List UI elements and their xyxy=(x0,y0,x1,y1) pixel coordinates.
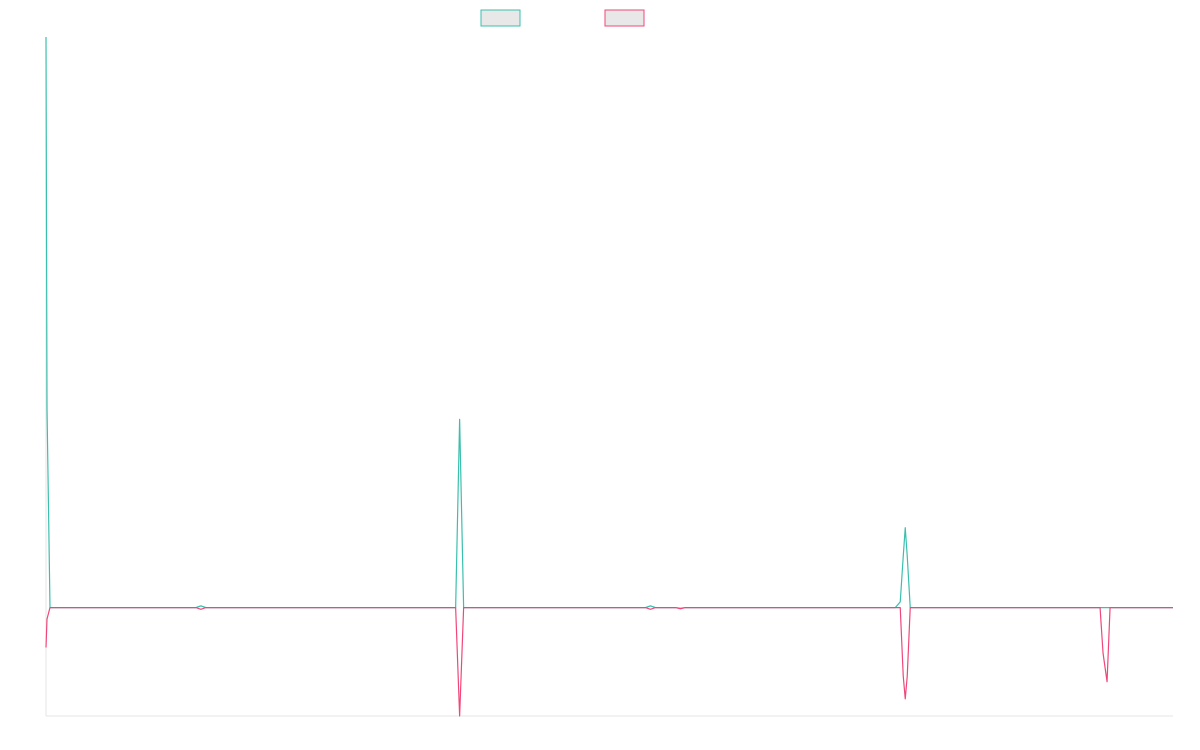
series-line-1 xyxy=(45,36,1173,609)
series-layer xyxy=(45,36,1173,717)
legend-swatch-2[interactable] xyxy=(604,9,645,27)
series-line-2 xyxy=(45,606,1173,717)
axes xyxy=(45,37,1173,717)
legend[interactable] xyxy=(480,9,645,27)
legend-swatch-1[interactable] xyxy=(480,9,521,27)
